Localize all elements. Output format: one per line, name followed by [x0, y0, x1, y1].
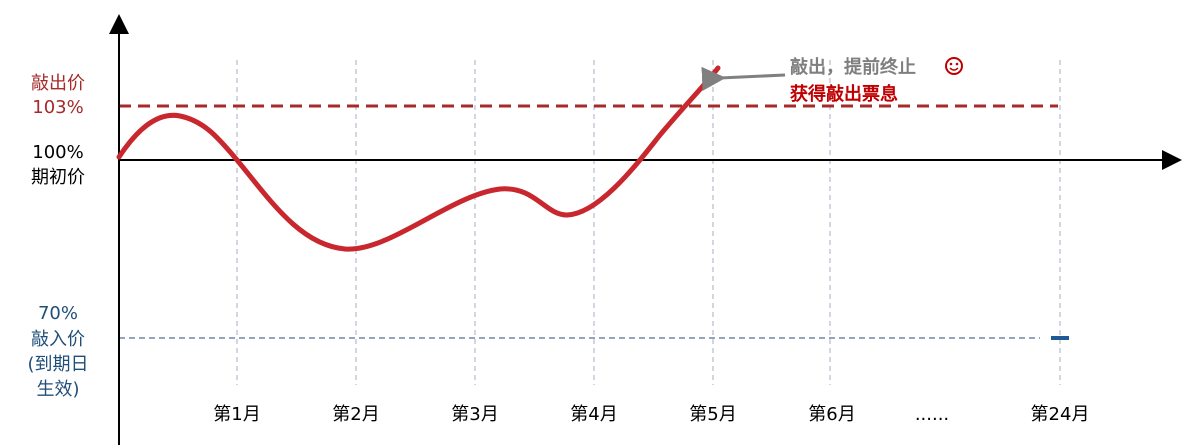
annotation: 获得敲出票息 [790, 83, 898, 105]
price-path [116, 65, 721, 252]
label: (到期日 [27, 354, 88, 375]
month-label: 第24月 [1031, 404, 1090, 425]
label: 敲入价 [31, 329, 85, 350]
label: 100% [32, 142, 83, 163]
annotation: 敲出，提前终止 [790, 56, 916, 78]
label: 103% [32, 97, 83, 118]
month-label: 第3月 [451, 404, 498, 425]
month-gridlines [236, 60, 1061, 385]
month-label: 第5月 [689, 404, 736, 425]
smiley [945, 57, 963, 75]
month-labels: 第1月 第2月 第3月 第4月 第5月 第6月...... 第24月 [213, 404, 1089, 425]
label: 敲出价 [31, 73, 85, 94]
label: 期初价 [31, 167, 85, 188]
level-labels: 敲出价 103% 100% 期初价 70% 敲入价 (到期日 生效) [27, 73, 88, 400]
annotation-arrow [701, 66, 786, 91]
month-label: ...... [915, 404, 949, 425]
month-label: 第1月 [213, 404, 260, 425]
label: 生效) [36, 379, 79, 400]
month-label: 第6月 [808, 404, 855, 425]
month-label: 第2月 [332, 404, 379, 425]
month-label: 第4月 [570, 404, 617, 425]
label: 70% [38, 303, 78, 324]
